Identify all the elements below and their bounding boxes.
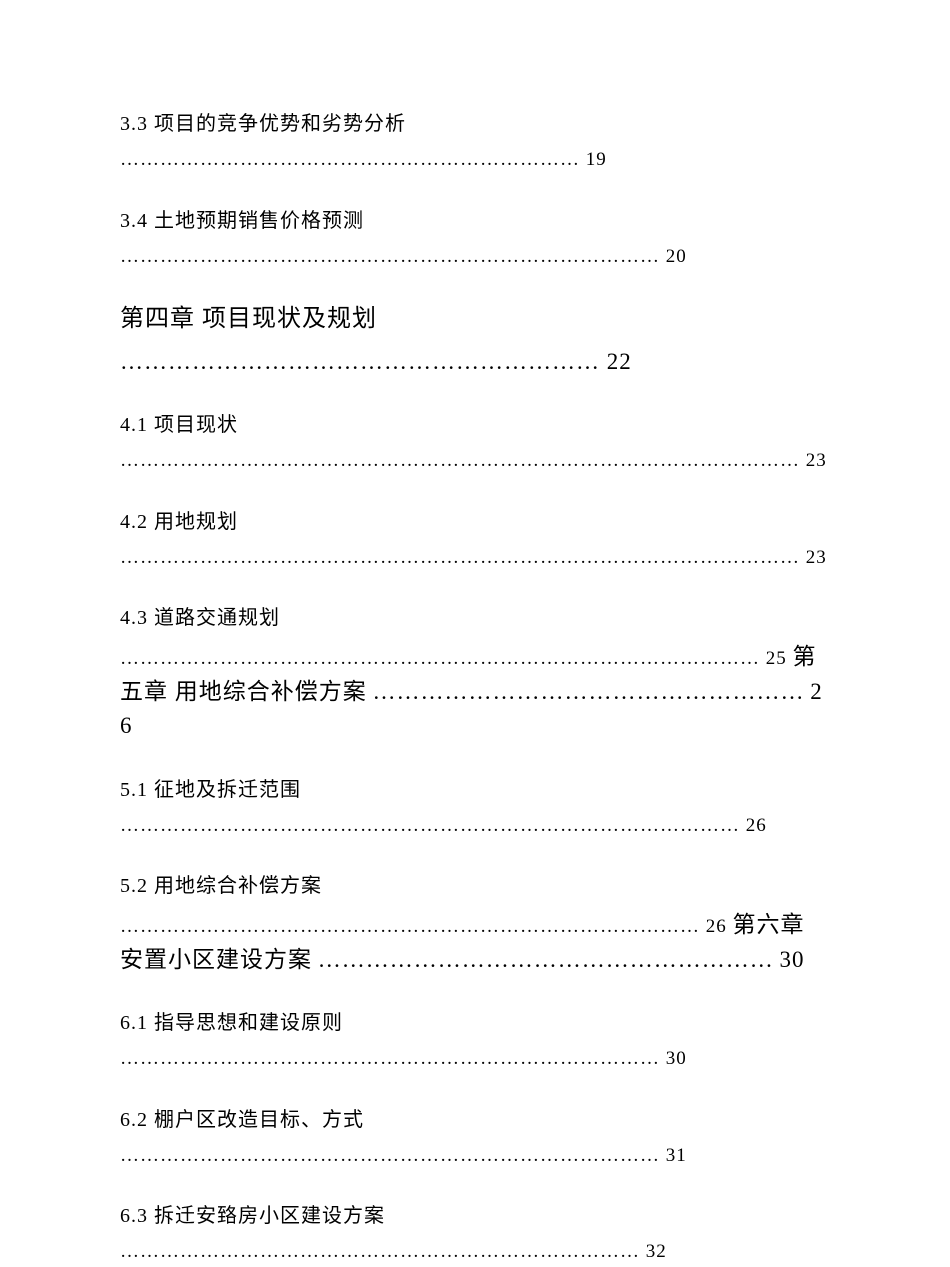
toc-dots-page: ……………………………………………………………………… 20	[120, 243, 830, 272]
toc-page-number: 26	[706, 916, 727, 937]
toc-entry: 5.1 征地及拆迁范围 ………………………………………………………………………………	[120, 776, 830, 841]
toc-page-number: 31	[666, 1145, 687, 1166]
toc-dots-page: …………………………………………………………… 19	[120, 146, 830, 175]
toc-combined-line: …………………………………………………………………………… 26 第六章 安置小…	[120, 908, 830, 977]
toc-page-number: 32	[646, 1241, 667, 1262]
toc-sub-title: 6.1 指导思想和建设原则	[120, 1009, 830, 1037]
table-of-contents: 3.3 项目的竞争优势和劣势分析 …………………………………………………………… …	[120, 110, 830, 1267]
toc-entry: 6.1 指导思想和建设原则 …………………………………………………………………………	[120, 1009, 830, 1074]
toc-page-number: 19	[586, 149, 607, 170]
toc-page-number: 23	[806, 547, 827, 568]
toc-page-number: 20	[666, 246, 687, 267]
toc-dots-page: …………………………………………………… 22	[120, 345, 830, 380]
toc-sub-title: 3.4 土地预期销售价格预测	[120, 207, 830, 235]
toc-page-number: 22	[607, 349, 632, 374]
toc-entry: 第四章 项目现状及规划 …………………………………………………… 22	[120, 303, 830, 379]
toc-sub-title: 4.1 项目现状	[120, 411, 830, 439]
toc-entry: 3.3 项目的竞争优势和劣势分析 …………………………………………………………… …	[120, 110, 830, 175]
toc-page-number: 25	[766, 648, 787, 669]
toc-dots-page: ………………………………………………………………………………………… 23	[120, 544, 830, 573]
toc-entry: 5.2 用地综合补偿方案 ……………………………………………………………………………	[120, 872, 830, 977]
toc-entry: 4.1 项目现状 ………………………………………………………………………………………	[120, 411, 830, 476]
toc-page-number: 23	[806, 450, 827, 471]
toc-entry: 6.2 棚户区改造目标、方式 ………………………………………………………………………	[120, 1106, 830, 1171]
toc-entry: 4.2 用地规划 ………………………………………………………………………………………	[120, 508, 830, 573]
toc-sub-title: 6.3 拆迁安臵房小区建设方案	[120, 1202, 830, 1230]
toc-entry: 4.3 道路交通规划 …………………………………………………………………………………	[120, 604, 830, 744]
toc-dots-page: ………………………………………………………………………………………… 23	[120, 447, 830, 476]
toc-dots-page: ………………………………………………………………………………… 26	[120, 812, 830, 841]
toc-dots-page: ……………………………………………………………………… 30	[120, 1045, 830, 1074]
toc-sub-title: 4.3 道路交通规划	[120, 604, 830, 632]
toc-dots-page: …………………………………………………………………… 32	[120, 1238, 830, 1267]
toc-sub-title: 4.2 用地规划	[120, 508, 830, 536]
toc-entry: 3.4 土地预期销售价格预测 ………………………………………………………………………	[120, 207, 830, 272]
toc-dots-page: ……………………………………………………………………… 31	[120, 1142, 830, 1171]
toc-sub-title: 5.2 用地综合补偿方案	[120, 872, 830, 900]
toc-sub-title: 6.2 棚户区改造目标、方式	[120, 1106, 830, 1134]
toc-page-number: 30	[780, 947, 805, 972]
toc-sub-title: 5.1 征地及拆迁范围	[120, 776, 830, 804]
toc-sub-title: 3.3 项目的竞争优势和劣势分析	[120, 110, 830, 138]
toc-chapter-title: 第四章 项目现状及规划	[120, 303, 830, 337]
toc-entry: 6.3 拆迁安臵房小区建设方案 ……………………………………………………………………	[120, 1202, 830, 1267]
toc-page-number: 30	[666, 1048, 687, 1069]
toc-page-number: 26	[746, 815, 767, 836]
toc-combined-line: …………………………………………………………………………………… 25 第五章 …	[120, 640, 830, 744]
